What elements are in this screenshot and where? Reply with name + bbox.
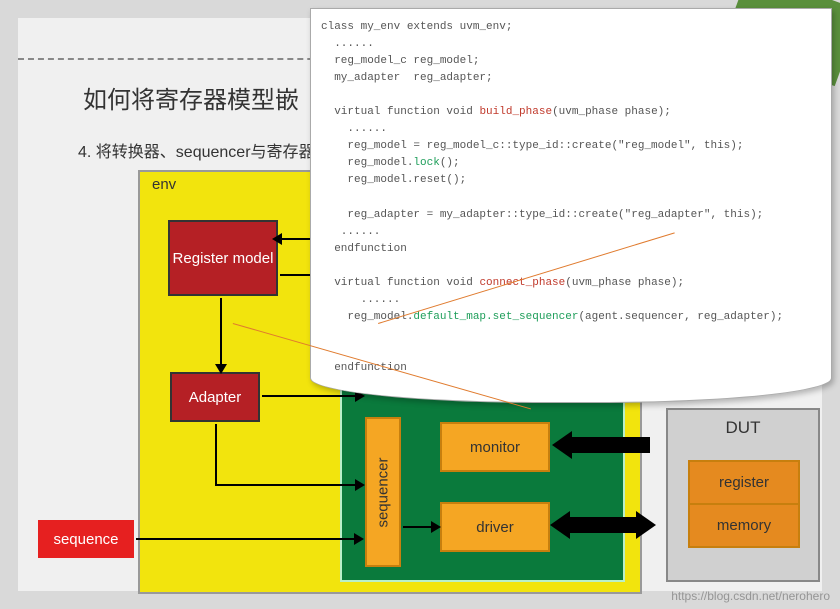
arrow-line [403,526,433,528]
watermark: https://blog.csdn.net/nerohero [671,589,830,603]
subtitle-number: 4. [78,144,91,161]
code-line: virtual function void [321,277,479,289]
monitor-label: monitor [470,439,520,456]
adapter-box: Adapter [170,372,260,422]
code-line: reg_adapter = my_adapter::type_id::creat… [321,209,763,221]
arrow-head-icon [431,521,441,533]
thick-arrow-head-icon [552,431,572,459]
register-model-box: Register model [168,220,278,296]
code-line: reg_model = reg_model_c::type_id::create… [321,140,743,152]
code-line: reg_model. [321,157,413,169]
code-line: (); [440,157,460,169]
code-line: (uvm_phase phase); [565,277,684,289]
arrow-head-icon [272,233,282,245]
thick-arrow [568,517,638,533]
code-line: ...... [321,123,387,135]
code-keyword: lock [413,157,439,169]
sequencer-label: sequencer [375,457,392,527]
code-keyword: default_map.set_sequencer [413,311,578,323]
code-line: reg_model.reset(); [321,174,466,186]
slide: 如何将寄存器模型嵌 4. 将转换器、sequencer与寄存器模型的map建立关… [18,18,822,591]
code-line: class my_env extends uvm_env; [321,21,512,33]
code-line: ...... [321,294,400,306]
arrow-line [220,298,222,366]
code-line: my_adapter reg_adapter; [321,72,493,84]
code-line: endfunction [321,243,407,255]
arrow-line [262,395,357,397]
slide-title: 如何将寄存器模型嵌 [83,80,299,115]
dut-memory-stack: register memory [688,460,800,548]
code-line: reg_model_c reg_model; [321,55,479,67]
adapter-label: Adapter [189,389,242,406]
driver-label: driver [476,519,514,536]
code-keyword: build_phase [479,106,552,118]
thick-arrow-head-icon [550,511,570,539]
dut-box: DUT register memory [666,408,820,582]
code-line: (agent.sequencer, reg_adapter); [578,311,783,323]
env-label: env [152,176,176,193]
arrow-line [215,484,357,486]
code-callout: class my_env extends uvm_env; ...... reg… [310,8,832,403]
arrow-head-icon [215,364,227,374]
monitor-box: monitor [440,422,550,472]
sequence-label: sequence [53,531,118,548]
sequence-box: sequence [38,520,134,558]
thick-arrow-head-icon [636,511,656,539]
register-label: register [690,462,798,505]
driver-box: driver [440,502,550,552]
code-line: (uvm_phase phase); [552,106,671,118]
code-line: endfunction [321,362,407,374]
arrow-head-icon [355,479,365,491]
arrow-line [215,424,217,484]
dut-label: DUT [668,418,818,438]
arrow-line [136,538,356,540]
memory-label: memory [690,505,798,546]
register-model-label: Register model [173,250,274,267]
sequencer-box: sequencer [365,417,401,567]
code-line: ...... [321,38,374,50]
thick-arrow [570,437,650,453]
code-line: virtual function void [321,106,479,118]
arrow-head-icon [354,533,364,545]
code-line: ...... [321,226,380,238]
